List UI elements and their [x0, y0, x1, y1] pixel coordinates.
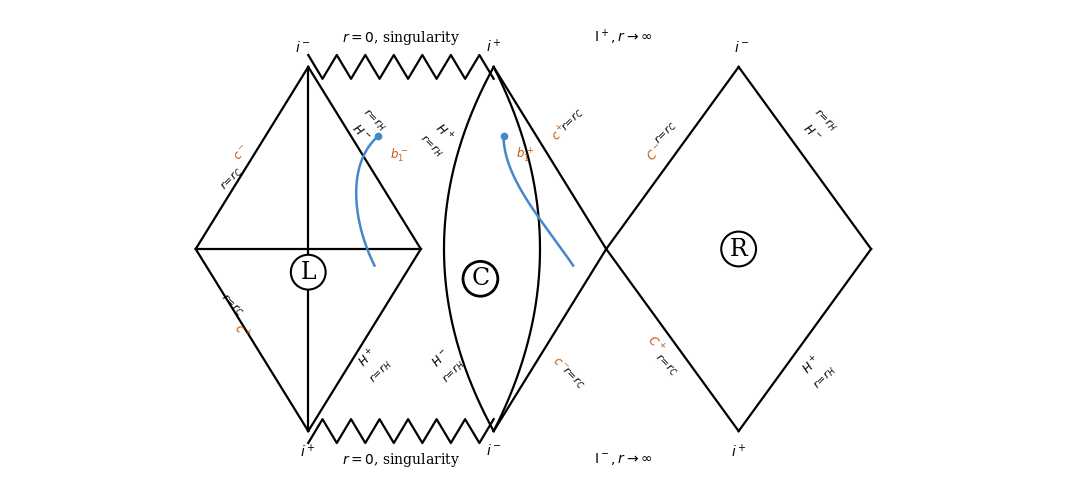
- Text: $H^+$: $H^+$: [432, 121, 456, 145]
- Text: $r\!=\!r_C$: $r\!=\!r_C$: [218, 291, 246, 319]
- Text: $\mathrm{I}^-, r \rightarrow \infty$: $\mathrm{I}^-, r \rightarrow \infty$: [594, 451, 652, 467]
- Text: $r\!=\!r_H$: $r\!=\!r_H$: [811, 106, 839, 134]
- Text: $c^-$: $c^-$: [550, 355, 570, 375]
- Text: $r\!=\!r_H$: $r\!=\!r_H$: [417, 132, 445, 160]
- Text: $i^-$: $i^-$: [734, 40, 750, 55]
- Text: $i^+$: $i^+$: [300, 443, 316, 460]
- Text: $\mathrm{I}^+, r \rightarrow \infty$: $\mathrm{I}^+, r \rightarrow \infty$: [594, 28, 652, 47]
- Text: $i^-$: $i^-$: [295, 40, 311, 55]
- Text: $r\!=\!r_H$: $r\!=\!r_H$: [367, 358, 395, 385]
- Text: $C^-$: $C^-$: [645, 142, 667, 164]
- Text: $H^+$: $H^+$: [799, 353, 824, 377]
- Text: $i^+$: $i^+$: [731, 443, 746, 460]
- Text: $c^+$: $c^+$: [549, 122, 571, 144]
- Text: $H^-$: $H^-$: [350, 122, 373, 144]
- Text: $c^-$: $c^-$: [231, 142, 253, 163]
- Text: $C^+$: $C^+$: [644, 333, 667, 357]
- Text: $b_1^-$: $b_1^-$: [390, 146, 408, 164]
- Text: $c^+$: $c^+$: [231, 321, 254, 343]
- Text: $r\!=\!r_C$: $r\!=\!r_C$: [218, 165, 246, 193]
- Text: $r\!=\!r_H$: $r\!=\!r_H$: [811, 364, 839, 392]
- Text: $b_1^+$: $b_1^+$: [515, 145, 534, 164]
- Text: $H^-$: $H^-$: [429, 347, 453, 370]
- Text: $i^+$: $i^+$: [486, 38, 501, 55]
- Text: $r\!=\!r_H$: $r\!=\!r_H$: [361, 106, 389, 134]
- Text: $r = 0$, singularity: $r = 0$, singularity: [342, 29, 460, 47]
- Text: $r = 0$, singularity: $r = 0$, singularity: [342, 451, 460, 469]
- Text: $r\!=\!r_C$: $r\!=\!r_C$: [652, 351, 679, 379]
- Text: L: L: [300, 260, 316, 284]
- Text: C: C: [471, 267, 489, 290]
- Text: $r\!=\!r_C$: $r\!=\!r_C$: [652, 119, 679, 147]
- Text: $r\!=\!r_C$: $r\!=\!r_C$: [559, 106, 588, 134]
- Text: $H^-$: $H^-$: [800, 122, 823, 144]
- Text: $H^+$: $H^+$: [355, 346, 380, 371]
- Text: $r\!=\!r_C$: $r\!=\!r_C$: [559, 364, 588, 392]
- Text: $i^-$: $i^-$: [486, 443, 501, 458]
- Text: R: R: [730, 238, 747, 260]
- Text: $r\!=\!r_H$: $r\!=\!r_H$: [440, 358, 468, 385]
